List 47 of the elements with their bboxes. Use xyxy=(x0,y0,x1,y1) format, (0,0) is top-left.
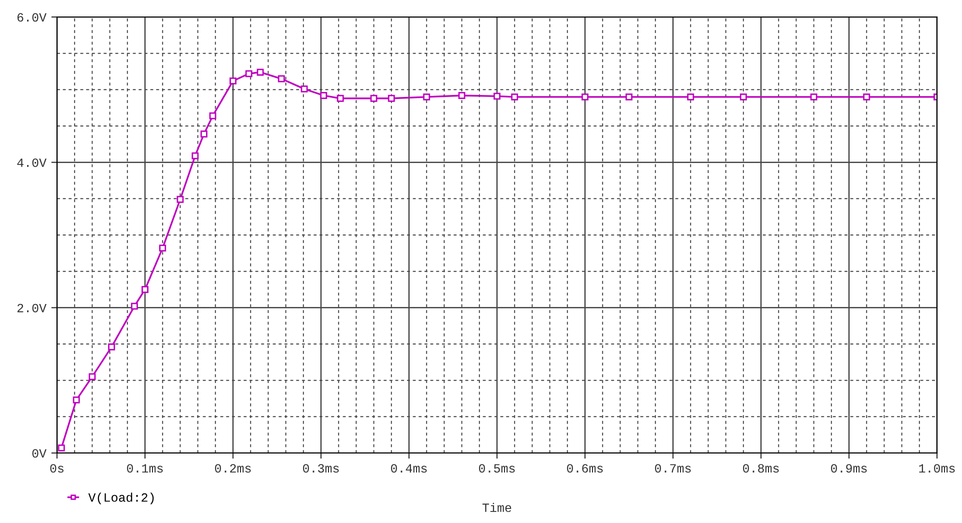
legend-label: V(Load:2) xyxy=(88,492,154,504)
x-tick-label: 0.4ms xyxy=(391,464,427,473)
point xyxy=(494,92,500,100)
point xyxy=(582,93,588,100)
x-tick-label: 0s xyxy=(50,464,64,473)
x-tick-label: 0.2ms xyxy=(215,464,251,473)
point xyxy=(58,444,65,452)
y-tick-label: 2.0V xyxy=(17,304,47,312)
point xyxy=(320,92,328,99)
point xyxy=(176,196,184,203)
x-tick-label: 0.5ms xyxy=(479,464,515,473)
point xyxy=(88,373,96,380)
point xyxy=(300,85,308,92)
x-axis-title: Time xyxy=(482,502,512,512)
x-tick-label: 0.3ms xyxy=(303,464,339,473)
point xyxy=(388,94,395,102)
point xyxy=(336,94,344,102)
point xyxy=(370,94,378,102)
y-tick-label: 4.0V xyxy=(17,158,47,167)
point xyxy=(740,93,747,100)
point xyxy=(458,92,466,99)
point xyxy=(200,130,208,138)
point xyxy=(687,93,694,100)
point xyxy=(511,93,518,100)
point xyxy=(810,93,818,100)
point xyxy=(142,286,148,293)
x-tick-label: 0.7ms xyxy=(655,464,691,473)
point xyxy=(863,93,870,100)
x-tick-label: 1.0ms xyxy=(919,464,955,473)
point xyxy=(278,75,285,82)
x-tick-label: 0.9ms xyxy=(831,464,867,473)
y-tick-label: 6.0V xyxy=(17,13,47,22)
x-tick-label: 0.6ms xyxy=(567,464,603,473)
point xyxy=(209,112,216,120)
point xyxy=(626,93,632,100)
point xyxy=(256,68,264,76)
point xyxy=(72,396,80,404)
point xyxy=(230,77,236,84)
point xyxy=(130,302,138,310)
point xyxy=(159,244,166,252)
point xyxy=(245,70,252,78)
x-tick-label: 0.1ms xyxy=(127,464,163,473)
x-tick-label: 0.8ms xyxy=(743,464,779,473)
point xyxy=(108,343,116,350)
y-tick-label: 0V xyxy=(32,449,47,458)
point xyxy=(192,152,199,160)
point xyxy=(423,93,430,100)
